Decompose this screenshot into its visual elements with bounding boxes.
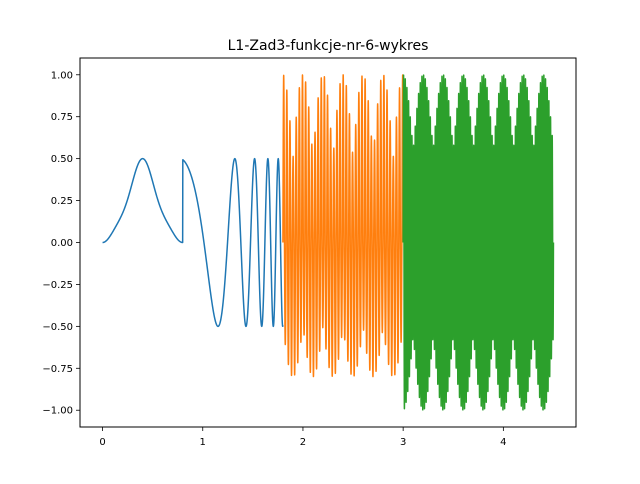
x-tick-label: 0	[99, 437, 105, 448]
x-tick-label: 4	[500, 437, 506, 448]
y-tick-label: −0.50	[42, 322, 73, 333]
series-line-1	[101, 157, 284, 328]
y-tick-label: −0.25	[42, 280, 73, 291]
x-tick-label: 2	[300, 437, 306, 448]
series-line-2	[282, 74, 404, 378]
x-tick-label: 3	[400, 437, 406, 448]
y-axis: −1.00 −0.75 −0.50 −0.25 0.00 0.25 0.50 0.75 1.00	[42, 70, 80, 417]
y-tick-label: 0.25	[51, 196, 73, 207]
x-axis: 0 1 2 3 4	[99, 427, 507, 448]
x-tick-label: 1	[200, 437, 206, 448]
y-tick-label: 0.50	[51, 154, 73, 165]
y-tick-label: 0.00	[51, 238, 73, 249]
y-tick-label: −1.00	[42, 406, 73, 417]
y-tick-label: 1.00	[51, 70, 73, 81]
chart-title: L1-Zad3-funkcje-nr-6-wykres	[228, 38, 429, 54]
series-line-3	[402, 74, 555, 411]
y-tick-label: −0.75	[42, 364, 73, 375]
series-layer	[101, 74, 555, 411]
y-tick-label: 0.75	[51, 112, 73, 123]
